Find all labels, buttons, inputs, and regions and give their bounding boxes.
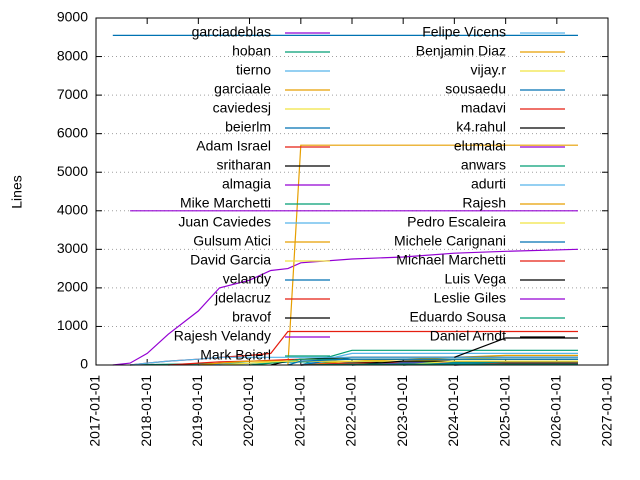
x-tick-label: 2022-01-01 — [343, 375, 359, 447]
y-tick-label: 5000 — [57, 163, 88, 179]
y-tick-label: 0 — [80, 356, 88, 372]
x-tick-label: 2024-01-01 — [445, 375, 461, 447]
legend-label: Michele Carignani — [394, 233, 506, 249]
legend-label: Mike Marchetti — [180, 195, 271, 211]
x-tick-label: 2019-01-01 — [189, 375, 205, 447]
legend-label: adurti — [471, 176, 506, 192]
legend-label: velandy — [223, 271, 271, 287]
legend-label: k4.rahul — [456, 119, 506, 135]
legend-label: tierno — [236, 62, 271, 78]
legend-label: Felipe Vicens — [422, 24, 506, 40]
series-line — [300, 352, 578, 366]
series-line — [300, 363, 578, 366]
legend-label: vijay.r — [470, 62, 506, 78]
x-tick-label: 2023-01-01 — [394, 375, 410, 447]
x-tick-label: 2026-01-01 — [548, 375, 564, 447]
legend-label: jdelacruz — [214, 290, 271, 306]
y-tick-label: 4000 — [57, 201, 88, 217]
legend-label: Mark Beierl — [200, 347, 271, 363]
legend-label: sritharan — [217, 157, 271, 173]
x-tick-label: 2020-01-01 — [240, 375, 256, 447]
x-tick-label: 2021-01-01 — [292, 375, 308, 447]
y-tick-label: 7000 — [57, 86, 88, 102]
series-line — [130, 356, 578, 366]
legend-label: Rajesh Velandy — [174, 328, 271, 344]
legend-label: Rajesh — [462, 195, 506, 211]
y-tick-label: 3000 — [57, 240, 88, 256]
legend-label: sousaedu — [445, 81, 506, 97]
legend-label: hoban — [232, 43, 271, 59]
legend-label: Gulsum Atici — [193, 233, 271, 249]
y-tick-label: 9000 — [57, 9, 88, 25]
y-axis-label: Lines — [9, 175, 25, 208]
legend-label: Benjamin Diaz — [416, 43, 506, 59]
x-tick-label: 2017-01-01 — [87, 375, 103, 447]
series-line — [287, 358, 578, 366]
legend-label: Michael Marchetti — [396, 252, 506, 268]
legend-label: madavi — [461, 100, 506, 116]
legend-label: Adam Israel — [196, 138, 271, 154]
series-line — [454, 337, 578, 358]
y-tick-label: 2000 — [57, 279, 88, 295]
y-tick-label: 6000 — [57, 124, 88, 140]
plot-frame — [95, 17, 609, 366]
legend-label: bravof — [232, 309, 271, 325]
series-line — [403, 360, 578, 366]
legend-label: Luis Vega — [445, 271, 507, 287]
y-tick-label: 8000 — [57, 47, 88, 63]
legend-label: Eduardo Sousa — [409, 309, 506, 325]
legend-label: Juan Caviedes — [178, 214, 271, 230]
legend-label: caviedesj — [213, 100, 271, 116]
legend-label: Leslie Giles — [434, 290, 506, 306]
x-tick-label: 2018-01-01 — [138, 375, 154, 447]
legend-label: beierlm — [225, 119, 271, 135]
y-tick-label: 1000 — [57, 317, 88, 333]
legend-label: Pedro Escaleira — [407, 214, 506, 230]
series-line — [300, 349, 578, 366]
series-line — [300, 354, 578, 366]
legend-label: garciadeblas — [192, 24, 271, 40]
legend-label: garciaale — [214, 81, 271, 97]
x-tick-label: 2025-01-01 — [496, 375, 512, 447]
legend-label: David Garcia — [190, 252, 271, 268]
series-line — [112, 248, 579, 366]
legend-label: anwars — [461, 157, 506, 173]
legend-label: Daniel Arndt — [430, 328, 506, 344]
x-tick-label: 2027-01-01 — [599, 375, 615, 447]
legend-label: almagia — [222, 176, 271, 192]
legend-label: elumalai — [454, 138, 506, 154]
series-line — [287, 144, 578, 366]
